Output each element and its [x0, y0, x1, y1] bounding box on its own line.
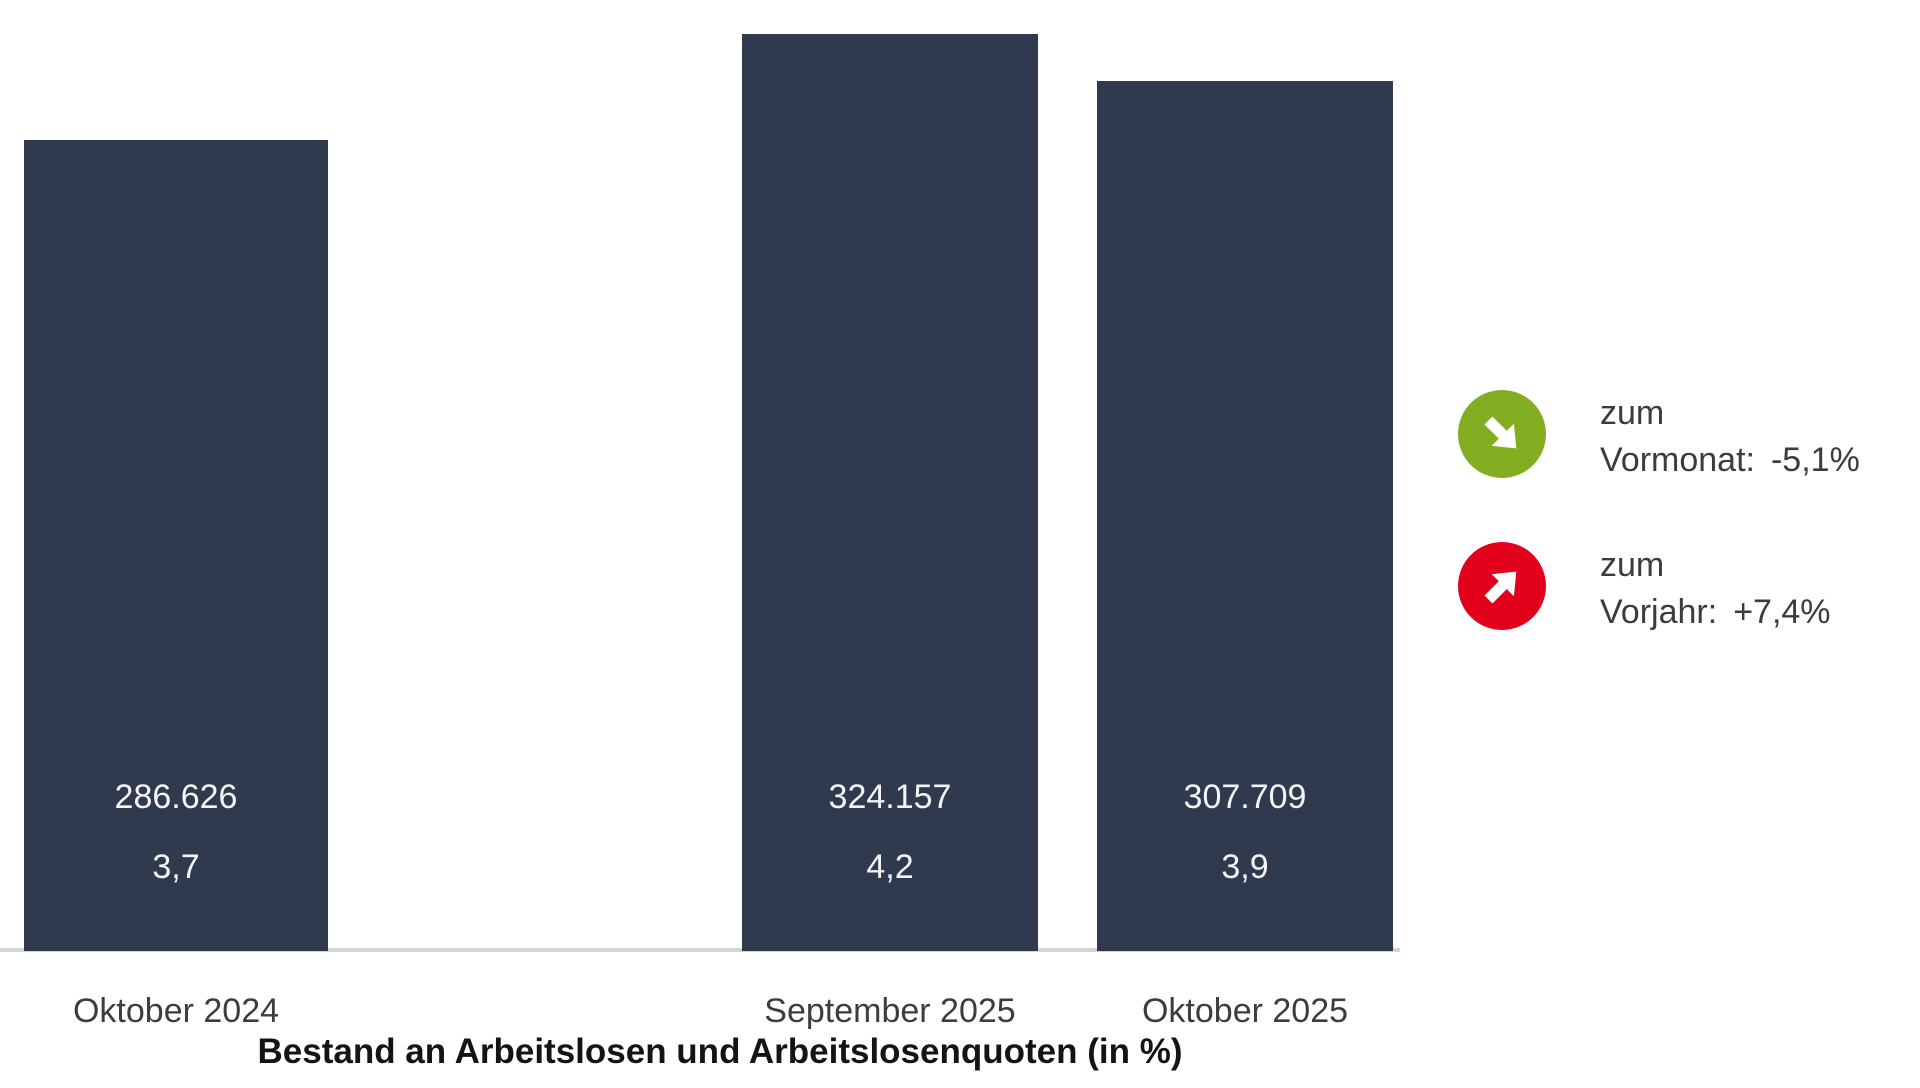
legend-prefix: zum: [1600, 394, 1665, 432]
bar-september-2025: 324.157 4,2 September 2025: [742, 34, 1038, 1029]
chart-title: Bestand an Arbeitslosen und Arbeitslosen…: [257, 1032, 1183, 1071]
bar-value-label: 307.709: [1183, 778, 1307, 816]
bar-quota-label: 3,7: [152, 848, 200, 886]
legend-label: Vorjahr:: [1600, 593, 1718, 631]
legend-text-vormonat: zum Vormonat: -5,1%: [1600, 390, 1860, 484]
legend-line: Vorjahr: +7,4%: [1600, 589, 1831, 636]
bar-oktober-2024: 286.626 3,7 Oktober 2024: [24, 140, 328, 1029]
legend-line: Vormonat: -5,1%: [1600, 437, 1860, 484]
legend-label: Vormonat:: [1600, 441, 1755, 479]
x-axis-label-oktober-2024: Oktober 2024: [72, 992, 280, 1030]
arrow-down-right-icon: [1458, 390, 1546, 478]
arrow-up-right-icon: [1458, 542, 1546, 630]
bar-quota-label: 4,2: [866, 848, 914, 886]
x-axis-label-oktober-2025: Oktober 2025: [1141, 992, 1349, 1030]
legend-text-vorjahr: zum Vorjahr: +7,4%: [1600, 542, 1831, 636]
bar-value-label: 286.626: [114, 778, 238, 816]
bar-oktober-2025: 307.709 3,9 Oktober 2025: [1097, 81, 1393, 1029]
bar-quota-label: 3,9: [1221, 848, 1269, 886]
x-axis-line: [0, 948, 1400, 952]
legend-value: +7,4%: [1733, 593, 1831, 631]
legend-value: -5,1%: [1770, 441, 1860, 479]
x-axis-label-september-2025: September 2025: [764, 992, 1016, 1030]
legend-prefix: zum: [1600, 546, 1665, 584]
bar-value-label: 324.157: [828, 778, 952, 816]
legend-item-vormonat: zum Vormonat: -5,1%: [1458, 390, 1920, 500]
legend-item-vorjahr: zum Vorjahr: +7,4%: [1458, 542, 1920, 652]
